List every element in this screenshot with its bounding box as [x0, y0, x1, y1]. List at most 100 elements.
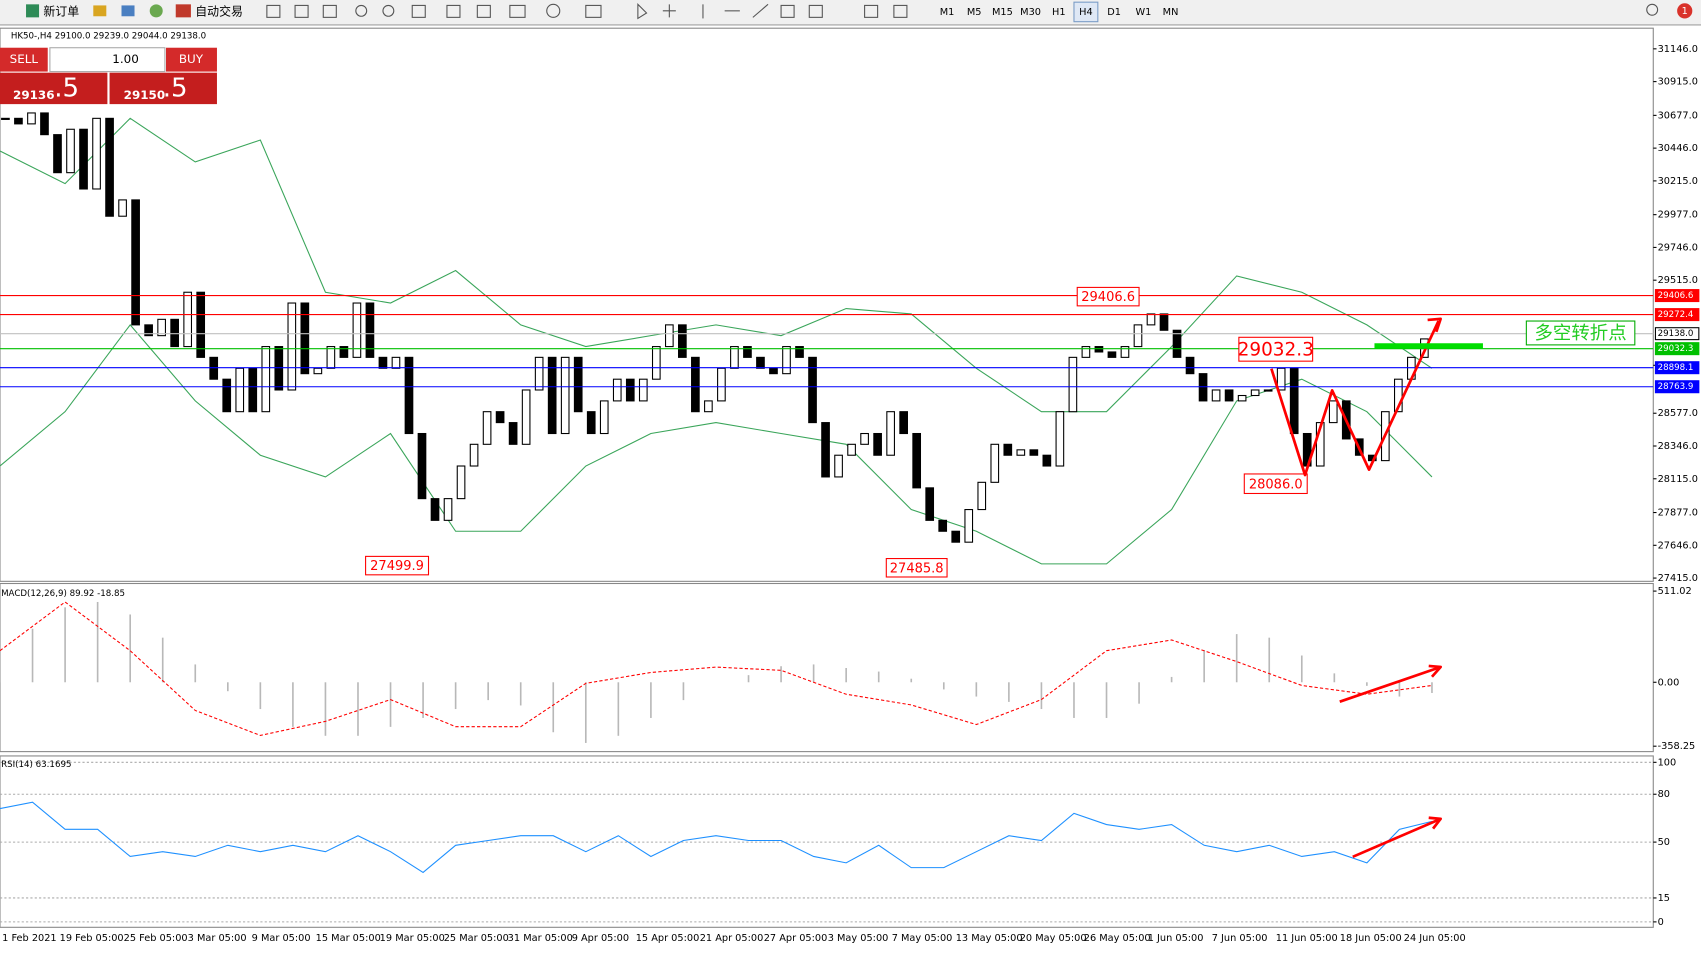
notification-count[interactable]: 1	[1682, 6, 1688, 17]
macd-bar	[161, 637, 164, 683]
sell-price-box[interactable]	[0, 72, 108, 105]
macd-bar	[1398, 682, 1401, 697]
candle	[1003, 443, 1013, 456]
x-tick-label: 25 Mar 05:00	[444, 933, 509, 944]
lot-size[interactable]: 1.00	[112, 52, 139, 66]
timeframe-button[interactable]: MN	[1163, 7, 1179, 18]
candle	[521, 389, 531, 445]
buy-button[interactable]	[165, 47, 217, 72]
candle	[730, 346, 739, 369]
price-level-tag	[1654, 380, 1700, 394]
buy-label[interactable]: BUY	[179, 52, 204, 66]
sell-pip[interactable]: .5	[54, 73, 79, 103]
x-tick-label: 18 Jun 05:00	[1340, 933, 1402, 944]
y-tick-label: 511.02	[1658, 586, 1692, 597]
toolbar-icons[interactable]	[266, 3, 1659, 20]
candle	[456, 465, 466, 500]
x-tick-label: 1 Jun 05:00	[1148, 933, 1204, 944]
timeframe-button[interactable]: M15	[992, 7, 1013, 18]
y-tick-label: 30915.0	[1658, 77, 1698, 88]
timeframe-button[interactable]: M5	[967, 7, 982, 18]
y-tick-label: 31146.0	[1658, 44, 1698, 55]
y-tick-label: 29977.0	[1658, 210, 1698, 221]
annotation: 27485.8	[890, 561, 944, 576]
candle	[1120, 346, 1130, 358]
y-tick-label: 0.00	[1658, 677, 1680, 688]
candle	[1211, 389, 1221, 402]
x-tick-label: 7 Jun 05:00	[1212, 933, 1268, 944]
candle	[1315, 422, 1325, 467]
annotation-box	[1243, 473, 1308, 495]
candle	[573, 356, 583, 413]
timeframe-button[interactable]: W1	[1135, 7, 1151, 18]
sell-label[interactable]: SELL	[10, 52, 39, 66]
timeframe-button[interactable]: H4	[1079, 7, 1093, 18]
macd-bar	[129, 614, 131, 683]
candle	[378, 356, 388, 369]
sell-price[interactable]: 29136	[13, 88, 54, 102]
macd-bar	[1431, 682, 1433, 693]
candle	[834, 454, 843, 478]
candle	[964, 509, 974, 543]
lot-input[interactable]	[49, 47, 166, 73]
buy-price-box[interactable]	[109, 72, 217, 105]
candle	[261, 346, 271, 413]
candle	[92, 117, 101, 190]
macd-bar	[910, 678, 913, 683]
new-order-button[interactable]: 新订单	[43, 4, 79, 18]
candle	[430, 498, 440, 521]
tool-icon[interactable]	[121, 5, 135, 17]
candle	[1289, 367, 1299, 435]
macd-bar	[1008, 682, 1010, 702]
hand-drawn-arrows	[1270, 317, 1442, 859]
timeframe-button[interactable]: M30	[1020, 7, 1041, 18]
auto-trade-button[interactable]: 自动交易	[195, 4, 243, 18]
annotation: 28086.0	[1249, 477, 1303, 492]
candle	[977, 481, 987, 511]
annotation: 27499.9	[370, 559, 424, 574]
candle	[196, 291, 206, 358]
macd-bar	[650, 682, 652, 718]
candle	[27, 112, 36, 125]
bollinger-band	[0, 324, 1433, 565]
tool-icon[interactable]	[149, 4, 163, 18]
candle	[1159, 313, 1169, 331]
candle	[274, 346, 284, 391]
candle	[1055, 411, 1065, 467]
new-order-icon[interactable]	[26, 4, 40, 18]
macd-bar	[682, 682, 685, 701]
candle	[1276, 367, 1286, 391]
candle	[1185, 356, 1195, 375]
price-level-label: 28763.9	[1658, 382, 1694, 392]
buy-pip[interactable]: .5	[163, 73, 188, 103]
macd-bar	[389, 682, 392, 727]
candle	[443, 498, 453, 521]
candle	[938, 519, 948, 532]
candle	[899, 411, 908, 435]
macd-bar	[226, 682, 229, 692]
timeframe-button[interactable]: D1	[1107, 7, 1121, 18]
buy-price[interactable]: 29150	[124, 88, 165, 102]
x-tick-label: 13 May 05:00	[956, 933, 1023, 944]
tool-icon[interactable]	[93, 5, 107, 17]
x-tick-label: 21 Apr 05:00	[700, 933, 764, 944]
candle	[638, 378, 648, 402]
macd-bar	[64, 607, 66, 683]
candle	[1393, 378, 1403, 413]
x-tick-label: 25 Feb 05:00	[124, 933, 188, 944]
x-tick-label: 7 May 05:00	[892, 933, 953, 944]
timeframe-active[interactable]	[1073, 1, 1099, 23]
sell-button[interactable]	[0, 47, 48, 72]
x-tick-label: 15 Mar 05:00	[316, 933, 381, 944]
x-tick-label: 24 Jun 05:00	[1404, 933, 1466, 944]
auto-trade-icon[interactable]	[175, 4, 191, 18]
y-tick-label: -358.25	[1658, 741, 1696, 752]
candle	[873, 432, 882, 456]
macd-bar	[422, 682, 424, 718]
timeframe-button[interactable]: H1	[1052, 7, 1066, 18]
notification-badge[interactable]	[1677, 3, 1693, 19]
timeframe-button[interactable]: M1	[940, 7, 955, 18]
candle	[1328, 400, 1338, 424]
macd-bar	[1300, 655, 1303, 683]
macd-bar	[780, 666, 782, 683]
